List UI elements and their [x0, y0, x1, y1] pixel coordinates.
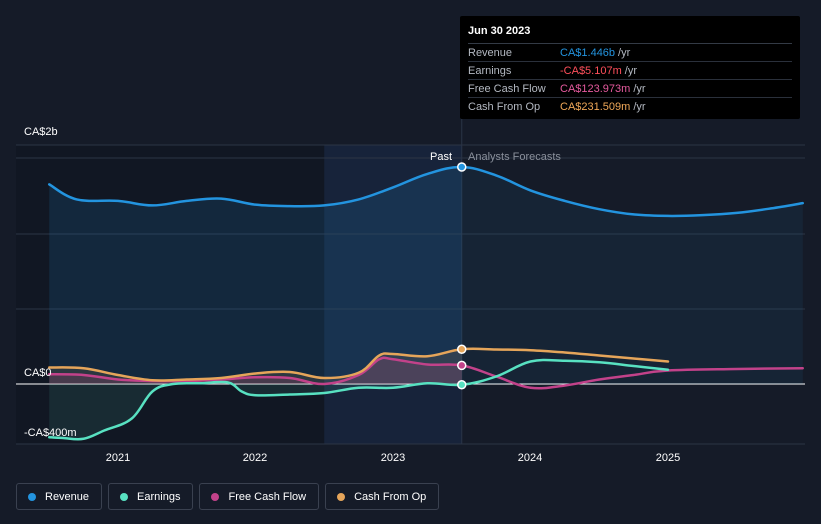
line-earnings: [48, 358, 670, 441]
data-tooltip: Jun 30 2023 Revenue CA$1.446b /yr Earnin…: [460, 16, 800, 119]
tooltip-label: Free Cash Flow: [468, 82, 546, 95]
y-tick-label-bottom: -CA$400m: [24, 427, 77, 439]
tooltip-value: CA$123.973m: [560, 82, 631, 95]
highlight-band: [324, 145, 462, 444]
legend-dot-icon: [28, 492, 36, 501]
legend-item-free-cash-flow[interactable]: Free Cash Flow: [199, 483, 320, 510]
forecast-label: Analysts Forecasts: [468, 151, 561, 163]
tooltip-label: Earnings: [468, 64, 512, 77]
legend-dot-icon: [120, 492, 129, 501]
legend-dot-icon: [337, 492, 346, 501]
area-revenue: [49, 167, 462, 384]
tooltip-date: Jun 30 2023: [468, 25, 792, 44]
legend-label: Earnings: [137, 490, 181, 503]
marker-free-cash-flow: [457, 360, 467, 371]
tooltip-value: -CA$5.107m: [560, 64, 622, 77]
tooltip-row-revenue: Revenue CA$1.446b /yr: [468, 44, 792, 62]
tooltip-row-cash-from-op: Cash From Op CA$231.509m /yr: [468, 98, 792, 115]
tooltip-value: CA$231.509m: [560, 100, 631, 113]
tooltip-value: CA$1.446b: [560, 46, 616, 59]
legend-item-revenue[interactable]: Revenue: [16, 483, 103, 510]
tooltip-unit: /yr: [633, 100, 646, 113]
tooltip-unit: /yr: [633, 82, 646, 95]
marker-revenue: [457, 162, 467, 172]
x-tick-label-2022: 2022: [243, 452, 267, 464]
legend-item-cash-from-op[interactable]: Cash From Op: [325, 483, 440, 510]
area-revenue-forecast: [461, 167, 803, 384]
y-tick-label-top: CA$2b: [24, 126, 58, 138]
legend-item-earnings[interactable]: Earnings: [108, 483, 194, 510]
x-tick-label-2024: 2024: [518, 452, 542, 464]
past-label: Past: [430, 151, 452, 163]
legend-dot-icon: [211, 492, 220, 501]
tooltip-unit: /yr: [624, 64, 637, 77]
legend-label: Revenue: [45, 490, 90, 503]
legend-label: Free Cash Flow: [228, 490, 307, 503]
marker-cash-from-op: [457, 344, 467, 355]
tooltip-row-earnings: Earnings -CA$5.107m /yr: [468, 62, 792, 80]
tooltip-label: Cash From Op: [468, 100, 541, 113]
tooltip-label: Revenue: [468, 46, 513, 59]
area-free-cash-flow: [49, 357, 462, 385]
x-tick-label-2023: 2023: [381, 452, 405, 464]
x-tick-label-2025: 2025: [656, 452, 680, 464]
line-cash-from-op: [48, 347, 670, 382]
marker-earnings: [457, 380, 467, 390]
x-tick-label-2021: 2021: [106, 452, 130, 464]
tooltip-row-free-cash-flow: Free Cash Flow CA$123.973m /yr: [468, 80, 792, 98]
legend-label: Cash From Op: [354, 490, 427, 503]
line-revenue: [48, 165, 804, 218]
area-earnings: [49, 381, 462, 440]
chart-legend: Revenue Earnings Free Cash Flow Cash Fro…: [16, 483, 440, 510]
y-tick-label-zero: CA$0: [24, 367, 52, 379]
tooltip-unit: /yr: [618, 46, 631, 59]
